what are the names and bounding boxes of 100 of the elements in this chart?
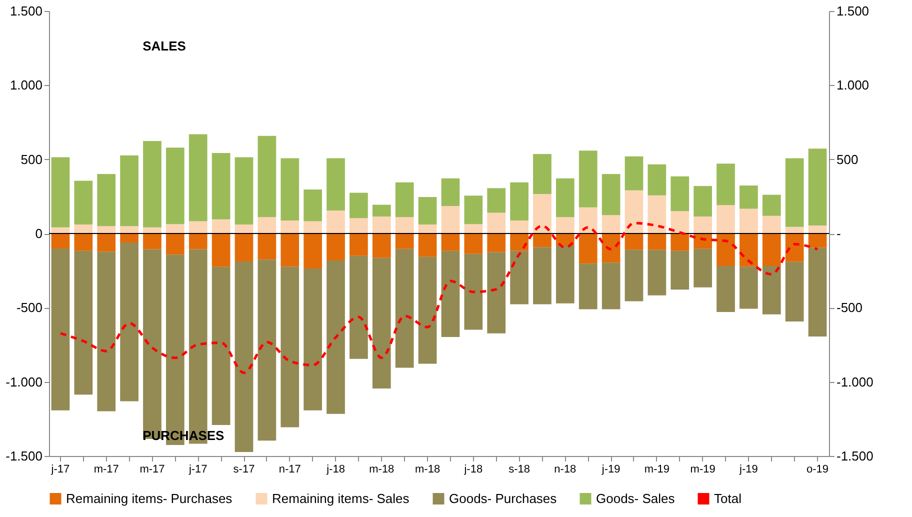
bar	[808, 234, 827, 248]
x-tick-label: j-17	[188, 464, 208, 476]
annotation: SALES	[142, 38, 186, 54]
bar	[418, 234, 437, 257]
y-tick-label: -1.500	[6, 448, 42, 464]
bar	[166, 224, 184, 234]
bar	[785, 262, 804, 322]
bar	[350, 218, 368, 234]
y2-tick-label: 1.000	[836, 78, 870, 93]
bar	[418, 256, 437, 364]
bar	[143, 227, 162, 234]
bar	[740, 208, 758, 234]
bar	[533, 154, 552, 194]
bar	[258, 260, 276, 441]
bar	[556, 217, 574, 234]
y-tick-label: 1.500	[10, 4, 42, 18]
bar	[418, 197, 437, 224]
bar	[120, 234, 138, 243]
bar	[234, 262, 254, 452]
bar	[648, 195, 666, 234]
bar	[326, 158, 345, 211]
bar	[670, 250, 690, 290]
bar	[120, 226, 138, 234]
bar	[143, 234, 162, 250]
legend-label: Goods- Sales	[596, 490, 676, 506]
bar	[556, 178, 574, 218]
legend-label: Goods- Purchases	[449, 490, 558, 506]
bar	[510, 220, 528, 234]
bar	[258, 217, 276, 234]
bar	[648, 250, 666, 296]
bar	[441, 234, 460, 251]
bar	[464, 234, 483, 254]
bar	[602, 262, 620, 310]
bar	[487, 188, 506, 213]
bar	[510, 250, 528, 304]
bar	[418, 224, 437, 234]
bar	[762, 266, 781, 314]
bar	[97, 174, 116, 226]
y2-tick-label: -500	[836, 300, 863, 316]
bar	[533, 247, 552, 304]
x-tick-label: n-18	[554, 464, 576, 476]
x-tick-label: m-17	[140, 464, 165, 476]
bar	[74, 180, 93, 224]
bar	[395, 182, 414, 218]
bar	[280, 266, 300, 428]
bar	[694, 248, 712, 288]
bar	[97, 226, 116, 234]
bar	[212, 266, 230, 425]
y-tick-label: -1.000	[6, 374, 42, 390]
bar	[533, 234, 552, 248]
bar	[602, 215, 620, 234]
x-tick-label: j-17	[50, 464, 70, 476]
bar	[51, 234, 70, 248]
bar	[51, 157, 70, 228]
bar	[694, 186, 712, 216]
bar	[74, 224, 93, 234]
y-tick-label: 500	[20, 152, 42, 167]
bar	[716, 234, 735, 266]
bar	[212, 234, 230, 267]
bar	[234, 224, 254, 234]
bar	[602, 174, 620, 216]
x-tick-label: m-17	[94, 464, 119, 476]
bar	[740, 234, 758, 267]
bar	[188, 221, 208, 234]
bar	[258, 136, 276, 218]
y2-tick-label: -1.500	[836, 448, 874, 464]
bar	[395, 248, 414, 368]
bar	[762, 216, 781, 234]
bar	[372, 258, 391, 389]
bar	[372, 204, 391, 216]
bar	[395, 234, 414, 249]
bar	[785, 234, 804, 262]
bar	[372, 234, 391, 258]
bar	[280, 234, 300, 267]
bar	[716, 266, 735, 312]
legend-label: Remaining items- Purchases	[66, 490, 233, 506]
bar	[808, 225, 827, 234]
x-tick-label: m-18	[369, 464, 394, 476]
bar	[740, 185, 758, 209]
bar	[487, 234, 506, 252]
bar	[578, 150, 598, 208]
bar	[74, 234, 93, 251]
x-tick-label: o-19	[806, 464, 829, 476]
bar	[395, 217, 414, 234]
x-tick-label: j-18	[326, 464, 345, 476]
y2-tick-label: 500	[836, 152, 858, 167]
bar	[280, 220, 300, 234]
bar	[740, 266, 758, 309]
bar	[120, 155, 138, 226]
bar	[304, 234, 322, 269]
y2-tick-label: -1.000	[836, 374, 874, 390]
bar	[670, 234, 690, 251]
bar	[716, 205, 735, 234]
bar	[487, 252, 506, 334]
line-series	[59, 222, 819, 374]
bar	[464, 224, 483, 234]
bar	[258, 234, 276, 260]
bar	[97, 234, 116, 252]
bar	[350, 192, 368, 218]
y-tick-label: 0	[35, 226, 42, 241]
